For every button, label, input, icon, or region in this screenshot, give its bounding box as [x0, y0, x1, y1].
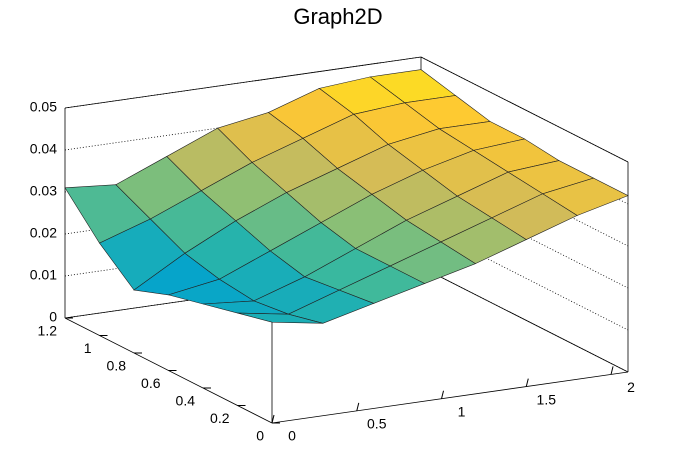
- x-tick: [525, 378, 529, 387]
- y-tick-label: 0.4: [176, 393, 196, 409]
- x-tick-label: 1.5: [537, 391, 557, 407]
- y-tick-label: 0.8: [107, 358, 127, 374]
- z-tick-label: 0.05: [30, 99, 57, 115]
- x-tick: [271, 414, 275, 424]
- x-tick-label: 2: [627, 379, 635, 395]
- box-edge: [271, 371, 629, 424]
- box-edge: [420, 266, 629, 373]
- surface-cell: [237, 312, 323, 324]
- y-tick-label: 1.2: [38, 323, 58, 339]
- y-tick-label: 1: [84, 340, 92, 356]
- z-tick-label: 0: [49, 309, 57, 325]
- x-tick: [356, 402, 360, 411]
- z-tick-label: 0.04: [30, 141, 57, 157]
- box-edge: [420, 56, 629, 163]
- y-tick-label: 0.2: [210, 410, 230, 426]
- x-tick-label: 0: [288, 428, 296, 444]
- box-edge: [64, 56, 422, 109]
- x-tick-label: 0.5: [367, 416, 387, 432]
- x-tick-label: 1: [458, 403, 466, 419]
- x-tick: [441, 390, 445, 399]
- x-tick: [610, 366, 614, 375]
- chart-title: Graph2D: [293, 4, 382, 29]
- y-tick-label: 0.6: [141, 375, 161, 391]
- y-tick-label: 0: [256, 428, 264, 444]
- z-tick-label: 0.02: [30, 225, 57, 241]
- z-tick-label: 0.03: [30, 183, 57, 199]
- z-tick-label: 0.01: [30, 267, 57, 283]
